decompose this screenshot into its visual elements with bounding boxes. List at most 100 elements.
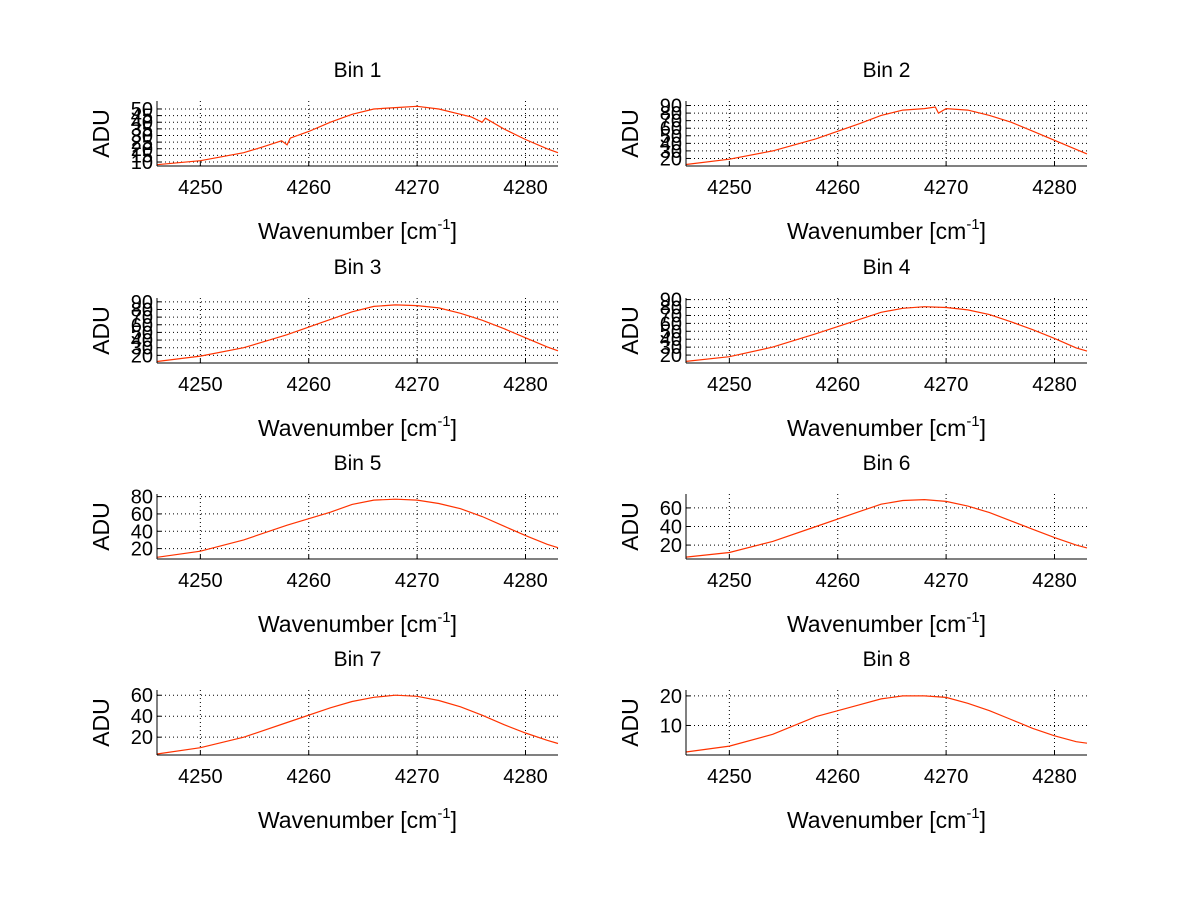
- y-tick-label: 45: [131, 106, 153, 128]
- x-axis-label-end: ]: [980, 807, 986, 833]
- x-tick-label: 4250: [707, 374, 752, 396]
- panel-title: Bin 2: [863, 59, 911, 82]
- y-tick-label: 30: [131, 338, 153, 360]
- x-axis-label: Wavenumber [cm-1]: [787, 413, 986, 441]
- y-axis-label: ADU: [617, 109, 643, 158]
- y-tick-label: 20: [131, 539, 153, 561]
- x-axis-label-sup: -1: [437, 413, 450, 430]
- x-axis-label-end: ]: [451, 611, 457, 637]
- series-line: [156, 694, 559, 755]
- x-axis-label-sup: -1: [966, 805, 979, 822]
- y-axis-label: ADU: [88, 306, 114, 355]
- x-tick-label: 4260: [815, 177, 860, 199]
- x-axis-label: Wavenumber [cm-1]: [787, 216, 986, 244]
- y-tick-label: 60: [131, 504, 153, 526]
- x-tick-label: 4270: [395, 177, 440, 199]
- y-tick-label: 30: [660, 337, 682, 359]
- x-axis-label-sup: -1: [437, 609, 450, 626]
- x-axis-label-main: Wavenumber [cm: [787, 611, 966, 637]
- y-tick-label: 20: [660, 345, 682, 367]
- x-axis-label-end: ]: [451, 807, 457, 833]
- x-tick-label: 4270: [924, 766, 969, 788]
- x-tick-label: 4280: [503, 177, 548, 199]
- y-tick-label: 70: [660, 305, 682, 327]
- series-line: [156, 304, 559, 363]
- x-tick-label: 4270: [924, 177, 969, 199]
- y-axis-label: ADU: [617, 698, 643, 747]
- x-axis-label: Wavenumber [cm-1]: [787, 805, 986, 833]
- y-tick-label: 10: [660, 715, 682, 737]
- x-tick-label: 4250: [178, 177, 223, 199]
- x-tick-label: 4280: [1032, 177, 1077, 199]
- x-tick-label: 4250: [178, 570, 223, 592]
- x-axis-label-main: Wavenumber [cm: [787, 415, 966, 441]
- y-tick-label: 30: [131, 125, 153, 147]
- y-tick-label: 15: [131, 145, 153, 167]
- x-axis-label: Wavenumber [cm-1]: [258, 413, 457, 441]
- x-tick-label: 4270: [395, 766, 440, 788]
- y-axis-label: ADU: [88, 109, 114, 158]
- y-tick-label: 40: [660, 133, 682, 155]
- series-line: [156, 498, 559, 558]
- series-line: [156, 105, 559, 166]
- y-axis-label: ADU: [88, 698, 114, 747]
- x-axis-label-main: Wavenumber [cm: [258, 807, 437, 833]
- x-tick-label: 4280: [1032, 766, 1077, 788]
- y-tick-label: 20: [131, 345, 153, 367]
- x-axis-label-end: ]: [980, 218, 986, 244]
- y-axis-label: ADU: [617, 502, 643, 551]
- x-tick-label: 4280: [1032, 374, 1077, 396]
- y-tick-label: 80: [131, 299, 153, 321]
- x-axis-label-end: ]: [980, 415, 986, 441]
- x-axis-label: Wavenumber [cm-1]: [787, 609, 986, 637]
- x-tick-label: 4270: [395, 374, 440, 396]
- x-tick-label: 4250: [707, 766, 752, 788]
- y-tick-label: 40: [660, 517, 682, 539]
- panel-title: Bin 7: [334, 648, 382, 671]
- x-axis-label-main: Wavenumber [cm: [787, 807, 966, 833]
- y-tick-label: 40: [131, 706, 153, 728]
- y-tick-label: 30: [660, 141, 682, 163]
- panel-8: 4250 4260 4270 4280 10 20 Bin 8 ADU Wavenumber […: [617, 648, 1088, 833]
- x-tick-label: 4260: [815, 570, 860, 592]
- x-tick-label: 4260: [815, 374, 860, 396]
- y-tick-label: 20: [131, 727, 153, 749]
- y-tick-label: 60: [131, 315, 153, 337]
- x-tick-label: 4270: [924, 374, 969, 396]
- panel-title: Bin 6: [863, 452, 911, 475]
- y-tick-label: 40: [131, 112, 153, 134]
- x-tick-label: 4280: [503, 570, 548, 592]
- y-tick-label: 20: [660, 148, 682, 170]
- y-tick-label: 20: [660, 535, 682, 557]
- x-tick-label: 4250: [707, 570, 752, 592]
- x-axis-label-sup: -1: [437, 216, 450, 233]
- x-axis-label-main: Wavenumber [cm: [258, 611, 437, 637]
- y-tick-label: 80: [660, 298, 682, 320]
- x-axis-label-end: ]: [451, 218, 457, 244]
- y-axis-label: ADU: [617, 306, 643, 355]
- y-tick-label: 40: [131, 330, 153, 352]
- x-axis-label-sup: -1: [966, 609, 979, 626]
- y-tick-label: 40: [131, 521, 153, 543]
- x-axis-label: Wavenumber [cm-1]: [258, 609, 457, 637]
- x-tick-label: 4250: [707, 177, 752, 199]
- x-tick-label: 4260: [815, 766, 860, 788]
- y-tick-label: 50: [660, 321, 682, 343]
- panel-title: Bin 1: [334, 59, 382, 82]
- x-tick-label: 4260: [286, 374, 331, 396]
- y-tick-label: 70: [660, 111, 682, 133]
- panel-title: Bin 4: [863, 256, 911, 279]
- y-tick-label: 90: [660, 290, 682, 312]
- y-tick-label: 90: [660, 96, 682, 118]
- x-tick-label: 4260: [286, 766, 331, 788]
- x-axis-label-sup: -1: [437, 805, 450, 822]
- series-line: [685, 695, 1088, 753]
- panel-title: Bin 3: [334, 256, 382, 279]
- series-line: [685, 106, 1088, 166]
- y-tick-label: 25: [131, 132, 153, 154]
